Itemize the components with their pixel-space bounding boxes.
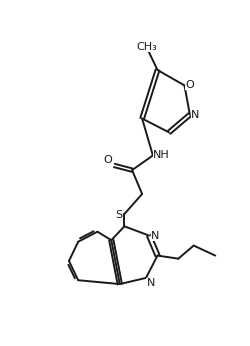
Text: N: N: [190, 110, 199, 120]
Text: N: N: [150, 231, 159, 241]
Text: O: O: [104, 155, 112, 165]
Text: CH₃: CH₃: [136, 42, 156, 52]
Text: N: N: [146, 277, 154, 288]
Text: O: O: [185, 80, 194, 90]
Text: NH: NH: [152, 151, 169, 161]
Text: S: S: [115, 210, 122, 220]
